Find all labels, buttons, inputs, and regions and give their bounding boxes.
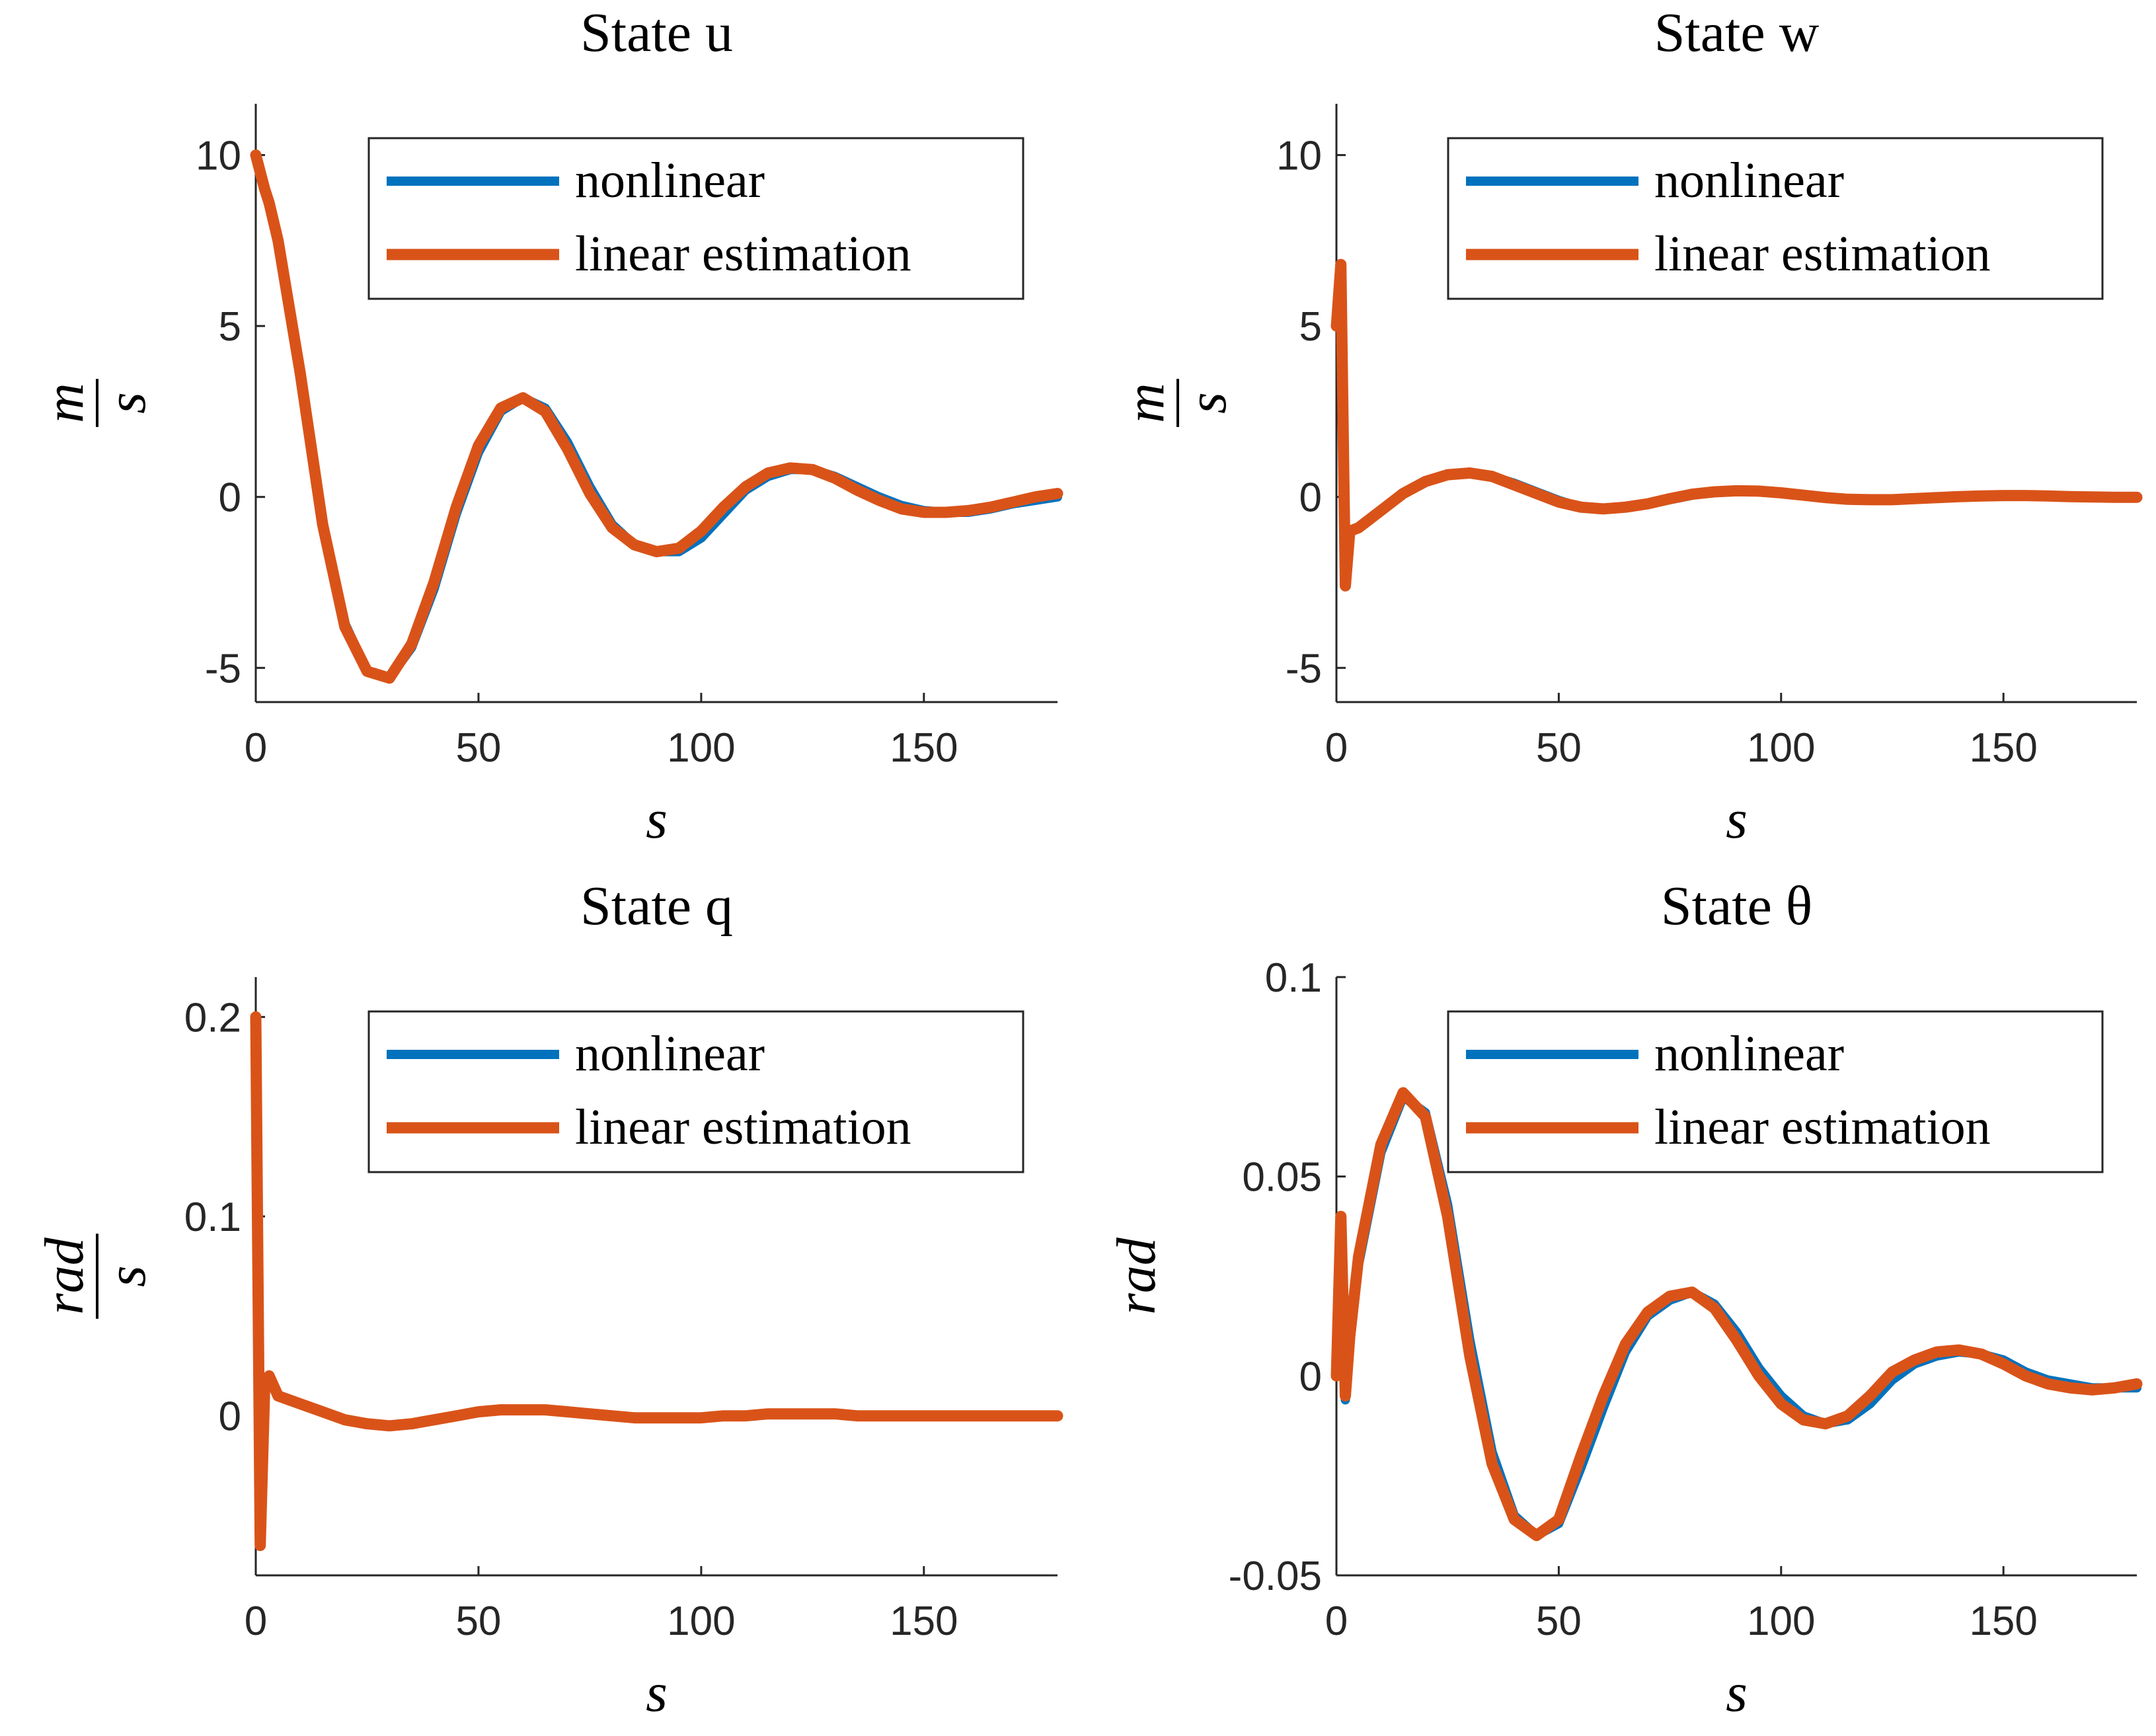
x-axis-label: s [1726,1662,1748,1723]
series-line [250,149,1063,684]
x-tick-label: 0 [1325,725,1348,771]
y-axis-label: rad s [34,1234,157,1319]
x-tick-label: 100 [667,1598,735,1644]
y-tick-label: 0 [219,475,241,521]
legend-label: linear estimation [1654,1099,1991,1155]
y-tick-label: 5 [1299,304,1322,350]
x-tick-label: 0 [1325,1598,1348,1644]
y-tick-label: 0.2 [184,995,241,1041]
y-label-text: rad [1106,1237,1167,1315]
y-tick-label: 0.05 [1242,1155,1322,1201]
legend-label: linear estimation [575,1099,911,1155]
x-axis-label: s [646,1662,668,1723]
y-label-numerator: rad [34,1237,95,1315]
y-label-denominator: s [96,392,157,414]
subplot: State θ0 50 100 150-0.0500.050.1sradnonline… [1106,875,2143,1723]
chart-title: State θ [1661,875,1812,937]
legend-label: nonlinear [1654,153,1844,208]
y-tick-label: 10 [196,134,241,179]
legend-box [367,1010,1024,1173]
x-axis-label: s [1726,789,1748,850]
y-tick-label: -5 [205,646,241,691]
x-tick-label: 150 [1969,1598,2037,1644]
x-tick-label: 0 [245,725,267,771]
legend-box [1447,1010,2104,1173]
series-line [1332,263,2141,587]
legend-box [367,137,1024,300]
legend-label: nonlinear [1654,1026,1844,1082]
y-tick-label: 0 [1299,1354,1322,1400]
y-label-numerator: m [1114,383,1176,423]
x-tick-label: 150 [890,1598,958,1644]
chart-title: State q [580,875,733,937]
y-tick-label: -5 [1286,646,1322,691]
x-tick-label: 150 [890,725,958,771]
y-axis-label: rad [1106,1237,1167,1315]
y-tick-label: 0 [1299,475,1322,521]
series-line [250,1011,1063,1552]
legend-label: nonlinear [575,1026,765,1082]
x-tick-label: 50 [1536,725,1582,771]
x-tick-label: 100 [1747,725,1815,771]
legend-label: linear estimation [1654,226,1991,282]
y-tick-label: 0.1 [184,1195,241,1240]
y-label-denominator: s [1176,392,1238,414]
y-tick-label: 5 [219,304,241,350]
x-tick-label: 50 [1536,1598,1582,1644]
x-tick-label: 50 [455,725,501,771]
legend-box [1447,137,2104,300]
legend-label: nonlinear [575,153,765,208]
x-axis-label: s [646,789,668,850]
series-line [1330,258,2143,592]
y-label-denominator: s [96,1265,157,1287]
chart-title: State u [580,2,733,63]
y-tick-label: 0.1 [1265,955,1322,1001]
chart-title: State w [1654,2,1820,63]
legend-label: linear estimation [575,226,911,282]
x-tick-label: 100 [1747,1598,1815,1644]
y-tick-label: 10 [1276,134,1322,179]
x-tick-label: 100 [667,725,735,771]
series-line [1330,1087,2143,1542]
y-tick-label: 0 [219,1394,241,1440]
y-label-numerator: m [34,383,95,423]
x-tick-label: 150 [1969,725,2037,771]
y-tick-label: -0.05 [1229,1554,1322,1599]
x-tick-label: 0 [245,1598,267,1644]
x-tick-label: 50 [455,1598,501,1644]
